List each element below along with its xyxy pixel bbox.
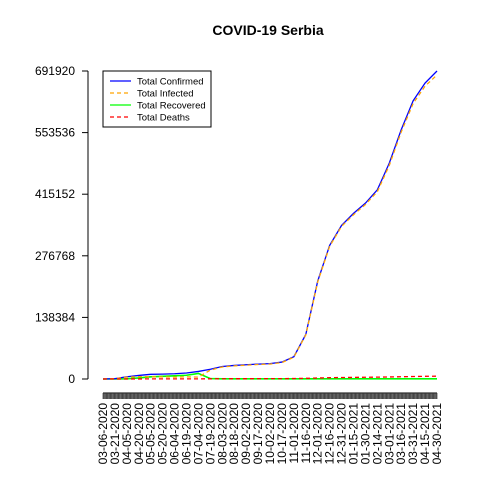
y-tick-label: 0 (68, 372, 75, 386)
x-tick-label: 04-15-2021 (418, 403, 432, 465)
x-tick-label: 02-14-2021 (370, 403, 384, 465)
x-tick-label: 07-19-2020 (203, 403, 217, 465)
x-tick-label: 03-01-2021 (382, 403, 396, 465)
series-line-total-recovered (103, 372, 437, 380)
x-tick-label: 08-18-2020 (227, 403, 241, 465)
x-tick-label: 03-21-2020 (108, 403, 122, 465)
x-axis: 03-06-202003-21-202004-05-202004-20-2020… (96, 392, 444, 465)
x-tick-label: 08-03-2020 (215, 403, 229, 465)
y-tick-label: 553536 (35, 126, 75, 140)
x-tick-label: 11-01-2020 (287, 403, 301, 464)
x-tick-label: 10-17-2020 (275, 403, 289, 465)
x-tick-label: 12-01-2020 (311, 403, 325, 465)
x-tick-label: 11-16-2020 (299, 403, 313, 464)
x-tick-label: 03-31-2021 (406, 403, 420, 465)
x-tick-label: 10-02-2020 (263, 403, 277, 465)
series-line-total-infected (102, 74, 438, 380)
legend-label: Total Deaths (137, 113, 190, 124)
x-tick-label: 03-16-2021 (394, 403, 408, 465)
y-axis: 0 138384 276768 415152 553536 691920 (35, 64, 89, 386)
legend-label: Total Recovered (137, 101, 206, 112)
y-tick-label: 276768 (35, 249, 75, 263)
legend-label: Total Confirmed (137, 77, 204, 88)
y-tick-label: 138384 (35, 310, 75, 324)
x-tick-label: 01-30-2021 (358, 403, 372, 465)
x-tick-label: 12-16-2020 (323, 403, 337, 465)
x-tick-label: 06-19-2020 (180, 403, 194, 465)
y-tick-label: 415152 (35, 187, 75, 201)
x-tick-label: 09-17-2020 (251, 403, 265, 465)
y-tick-label: 691920 (35, 64, 75, 78)
legend-box (102, 70, 212, 128)
x-tick-label: 04-30-2021 (430, 403, 444, 465)
x-tick-label: 05-20-2020 (156, 403, 170, 465)
x-tick-label: 01-15-2021 (347, 403, 361, 465)
x-tick-label: 03-06-2020 (96, 403, 110, 465)
x-tick-label: 04-05-2020 (120, 403, 134, 465)
legend-label: Total Infected (137, 89, 194, 100)
x-tick-label: 06-04-2020 (168, 403, 182, 465)
x-tick-label: 07-04-2020 (191, 403, 205, 465)
x-tick-label: 12-31-2020 (335, 403, 349, 465)
x-minor-ticks (102, 393, 438, 399)
x-tick-label: 05-05-2020 (144, 403, 158, 465)
x-tick-label: 09-02-2020 (239, 403, 253, 465)
chart-title: COVID-19 Serbia (212, 22, 323, 38)
x-tick-label: 04-20-2020 (132, 403, 146, 465)
series-layer (102, 70, 438, 380)
